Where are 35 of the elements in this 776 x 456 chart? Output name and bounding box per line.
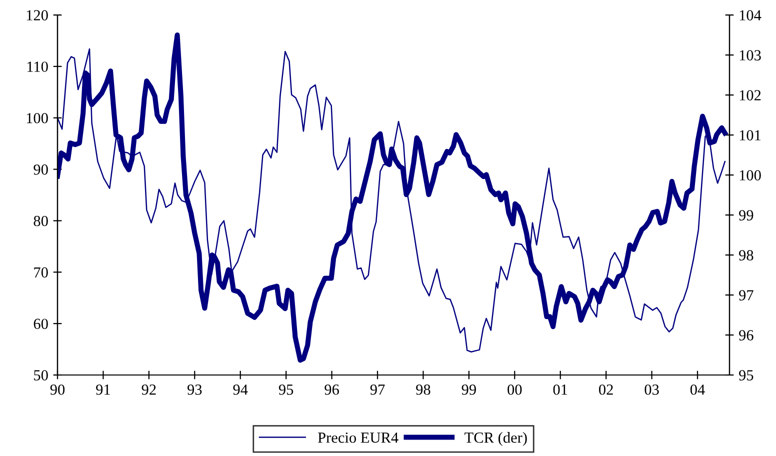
x-tick-label: 94: [233, 384, 248, 395]
x-tick-label: 91: [96, 384, 110, 395]
y-tick-label: 110: [27, 62, 48, 72]
x-tick-label: 90: [50, 384, 65, 395]
x-tick-label: 03: [644, 384, 659, 395]
y2-tick-label: 102: [740, 90, 761, 100]
y-tick-label: 100: [26, 113, 48, 124]
legend-label: TCR (der): [464, 432, 527, 446]
y2-tick-label: 98: [739, 250, 754, 260]
x-tick-label: 99: [462, 384, 476, 395]
y-tick-label: 60: [34, 318, 48, 330]
y-tick-label: 50: [34, 370, 48, 380]
y2-tick-label: 100: [740, 170, 761, 180]
x-tick-label: 00: [508, 384, 522, 395]
x-tick-label: 98: [416, 384, 430, 395]
y2-tick-label: 103: [740, 50, 761, 60]
y2-tick-label: 99: [739, 210, 754, 220]
y2-tick-label: 95: [739, 370, 754, 380]
y2-tick-label: 96: [739, 330, 754, 340]
x-tick-label: 04: [690, 384, 705, 395]
y2-tick-label: 101: [740, 130, 761, 140]
y2-tick-label: 97: [739, 290, 754, 300]
x-tick-label: 92: [142, 384, 156, 395]
y-tick-label: 70: [34, 267, 48, 278]
x-tick-label: 95: [278, 384, 294, 395]
y-tick-label: 80: [34, 216, 48, 226]
y-tick-label: 120: [26, 10, 48, 20]
x-tick-label: 97: [370, 384, 385, 395]
y2-tick-label: 104: [740, 10, 762, 20]
x-tick-label: 01: [553, 384, 568, 395]
x-tick-label: 02: [599, 384, 613, 395]
x-tick-label: 96: [324, 384, 339, 395]
y-tick-label: 90: [34, 164, 48, 175]
x-tick-label: 93: [187, 384, 202, 395]
legend-label: Precio EUR4: [318, 432, 398, 443]
